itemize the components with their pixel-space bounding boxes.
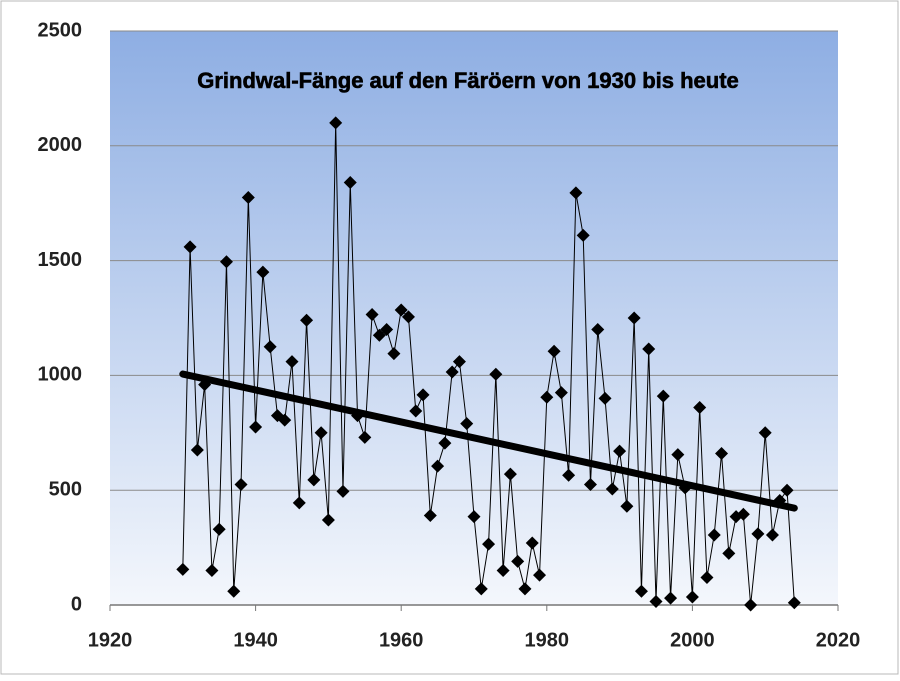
data-point bbox=[474, 582, 488, 596]
data-point bbox=[605, 482, 619, 496]
data-point bbox=[212, 522, 226, 536]
data-point bbox=[394, 303, 408, 317]
x-tick-label: 1980 bbox=[525, 629, 570, 651]
data-point bbox=[358, 430, 372, 444]
data-point bbox=[787, 596, 801, 610]
y-tick-label: 1500 bbox=[38, 249, 83, 271]
data-point bbox=[554, 386, 568, 400]
y-tick-label: 1000 bbox=[38, 364, 83, 386]
x-tick-label: 1920 bbox=[88, 629, 133, 651]
data-point bbox=[511, 554, 525, 568]
data-point bbox=[482, 537, 496, 551]
data-point bbox=[489, 367, 503, 381]
data-point bbox=[176, 562, 190, 576]
data-point bbox=[380, 322, 394, 336]
data-point bbox=[758, 426, 772, 440]
data-point bbox=[372, 328, 386, 342]
data-point bbox=[744, 598, 758, 612]
data-point bbox=[285, 355, 299, 369]
data-point bbox=[336, 484, 350, 498]
data-point bbox=[241, 190, 255, 204]
data-point bbox=[431, 459, 445, 473]
data-point bbox=[183, 240, 197, 254]
data-point bbox=[773, 494, 787, 508]
data-point bbox=[518, 582, 532, 596]
data-point bbox=[707, 528, 721, 542]
y-tick-label: 500 bbox=[49, 478, 82, 500]
data-point bbox=[700, 570, 714, 584]
data-point bbox=[693, 401, 707, 415]
data-point bbox=[205, 564, 219, 578]
data-point bbox=[678, 481, 692, 495]
data-point bbox=[642, 342, 656, 356]
data-point bbox=[751, 527, 765, 541]
data-point bbox=[409, 404, 423, 418]
data-point bbox=[190, 443, 204, 457]
data-point bbox=[300, 313, 314, 327]
data-point bbox=[664, 591, 678, 605]
data-point bbox=[401, 310, 415, 324]
data-point bbox=[387, 347, 401, 361]
data-point bbox=[765, 528, 779, 542]
x-tick-label: 1940 bbox=[233, 629, 278, 651]
y-tick-label: 2000 bbox=[38, 134, 83, 156]
data-point bbox=[562, 468, 576, 482]
data-point bbox=[438, 436, 452, 450]
y-tick-label: 2500 bbox=[38, 19, 83, 41]
data-point bbox=[525, 536, 539, 550]
data-point bbox=[423, 508, 437, 522]
x-tick-label: 2000 bbox=[670, 629, 715, 651]
data-point bbox=[452, 355, 466, 369]
data-point bbox=[227, 584, 241, 598]
data-point bbox=[263, 340, 277, 354]
data-point bbox=[540, 390, 554, 404]
data-point bbox=[722, 546, 736, 560]
data-point bbox=[329, 116, 343, 130]
data-point bbox=[620, 499, 634, 513]
data-point bbox=[627, 311, 641, 325]
data-point bbox=[547, 344, 561, 358]
data-point bbox=[583, 477, 597, 491]
data-point bbox=[445, 365, 459, 379]
data-point bbox=[780, 483, 794, 497]
data-point bbox=[503, 467, 517, 481]
data-point bbox=[598, 391, 612, 405]
data-point bbox=[467, 510, 481, 524]
data-point bbox=[234, 477, 248, 491]
data-point bbox=[576, 228, 590, 242]
chart-title: Grindwal-Fänge auf den Färöern von 1930 … bbox=[197, 68, 739, 93]
y-tick-label: 0 bbox=[71, 593, 82, 615]
trend-line bbox=[179, 370, 798, 512]
data-point bbox=[496, 564, 510, 578]
data-point bbox=[715, 446, 729, 460]
data-point bbox=[321, 513, 335, 527]
data-point bbox=[736, 507, 750, 521]
data-point bbox=[569, 186, 583, 200]
data-point bbox=[256, 265, 270, 279]
data-point bbox=[198, 378, 212, 392]
x-tick-label: 1960 bbox=[379, 629, 424, 651]
data-point bbox=[671, 448, 685, 462]
x-tick-label: 2020 bbox=[816, 629, 861, 651]
data-point bbox=[249, 420, 263, 434]
data-point bbox=[416, 388, 430, 402]
data-point bbox=[591, 322, 605, 336]
data-point bbox=[613, 444, 627, 458]
data-point bbox=[685, 590, 699, 604]
data-point bbox=[533, 568, 547, 582]
data-point bbox=[278, 413, 292, 427]
data-point bbox=[634, 584, 648, 598]
data-point bbox=[351, 409, 365, 423]
data-point bbox=[343, 176, 357, 190]
data-point bbox=[307, 473, 321, 487]
data-point bbox=[365, 308, 379, 322]
data-point bbox=[314, 426, 328, 440]
data-point bbox=[656, 389, 670, 403]
data-point bbox=[219, 255, 233, 269]
data-point bbox=[649, 595, 663, 609]
data-point bbox=[460, 417, 474, 431]
data-point bbox=[292, 496, 306, 510]
